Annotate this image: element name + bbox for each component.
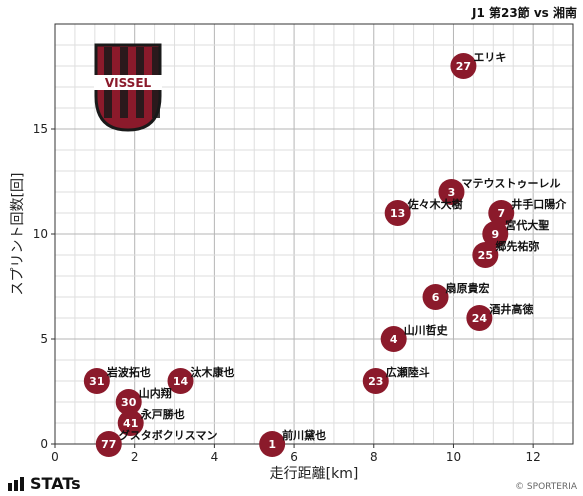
- point-marker: [95, 431, 122, 457]
- y-tick-label: 15: [33, 122, 48, 136]
- point-marker: [115, 389, 142, 415]
- x-tick-label: 10: [446, 450, 461, 464]
- logo-banner: [94, 75, 162, 90]
- point-marker: [438, 179, 465, 205]
- point-marker: [167, 368, 194, 394]
- y-tick-label: 0: [40, 437, 48, 451]
- point-number: 30: [121, 396, 137, 409]
- stats-logo-text: STATs: [30, 474, 81, 493]
- player-point: 7 井手口陽介: [488, 197, 567, 226]
- point-marker: [384, 200, 411, 226]
- point-number: 27: [456, 60, 471, 73]
- y-tick-label: 5: [40, 332, 48, 346]
- point-number: 14: [173, 375, 189, 388]
- point-label: 宮代大聖: [505, 218, 549, 232]
- stats-logo: STATs: [8, 474, 81, 493]
- point-marker: [466, 305, 493, 331]
- logo-text: VISSEL: [105, 76, 152, 90]
- point-marker: [83, 368, 110, 394]
- point-label: 広瀬陸斗: [386, 365, 430, 379]
- point-label: 岩波拓也: [106, 365, 151, 379]
- point-marker: [472, 242, 499, 268]
- point-marker: [482, 221, 509, 247]
- point-marker: [259, 431, 286, 457]
- player-point: 3 マテウストゥーレル: [438, 177, 560, 205]
- point-number: 3: [448, 186, 456, 199]
- x-axis-label: 走行距離[km]: [270, 465, 359, 482]
- point-number: 9: [491, 228, 499, 241]
- point-number: 25: [478, 249, 493, 262]
- point-label: エリキ: [473, 51, 506, 64]
- point-number: 4: [390, 333, 398, 346]
- x-tick-label: 6: [290, 450, 298, 464]
- x-tick-label: 12: [526, 450, 541, 464]
- point-label: グスタボクリスマン: [119, 428, 218, 442]
- match-title: J1 第23節 vs 湘南: [471, 6, 577, 20]
- player-point: 4 山川哲史: [380, 323, 449, 352]
- vissel-kobe-logo: VISSEL: [94, 43, 162, 132]
- point-number: 31: [89, 375, 104, 388]
- point-label: マテウストゥーレル: [461, 177, 560, 190]
- point-number: 7: [497, 207, 505, 220]
- x-tick-label: 0: [51, 450, 59, 464]
- copyright: © SPORTERIA: [515, 482, 577, 492]
- point-label: 酒井高徳: [489, 302, 533, 316]
- point-label: 扇原貴宏: [446, 281, 490, 295]
- point-number: 1: [268, 438, 276, 451]
- point-label: 汰木康也: [191, 365, 235, 379]
- point-marker: [422, 284, 449, 310]
- x-tick-label: 8: [370, 450, 378, 464]
- point-label: 井手口陽介: [511, 197, 567, 211]
- point-label: 前川黛也: [282, 428, 326, 442]
- point-marker: [380, 326, 407, 352]
- player-point: 6 扇原貴宏: [422, 281, 490, 310]
- point-label: 永戸勝也: [140, 407, 185, 421]
- point-number: 41: [123, 417, 138, 430]
- point-number: 13: [390, 207, 405, 220]
- x-tick-label: 4: [211, 450, 219, 464]
- point-marker: [450, 53, 477, 79]
- player-point: 9 宮代大聖: [482, 218, 549, 247]
- y-axis-label: スプリント回数[回]: [10, 173, 26, 296]
- point-label: 山川哲史: [404, 323, 449, 337]
- point-number: 23: [368, 375, 383, 388]
- point-number: 24: [472, 312, 488, 325]
- point-marker: [488, 200, 515, 226]
- point-number: 77: [101, 438, 116, 451]
- point-label: 郷先祐弥: [495, 239, 539, 253]
- stats-bars-icon: [8, 476, 26, 491]
- player-point: 1 前川黛也: [259, 428, 326, 457]
- x-tick-label: 2: [131, 450, 139, 464]
- point-marker: [362, 368, 389, 394]
- point-label: 佐々木大樹: [407, 197, 463, 211]
- point-label: 山内翔: [139, 386, 172, 400]
- point-number: 6: [432, 291, 440, 304]
- point-marker: [117, 410, 144, 436]
- y-tick-label: 10: [33, 227, 48, 241]
